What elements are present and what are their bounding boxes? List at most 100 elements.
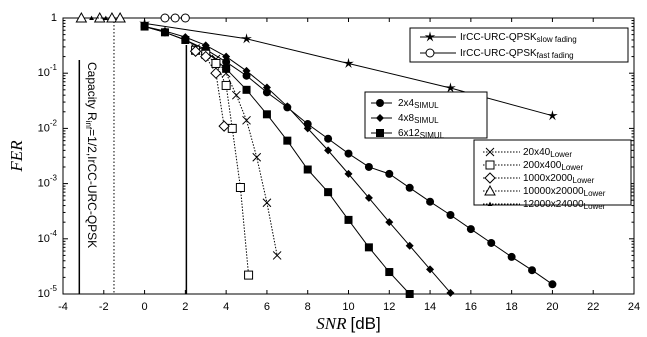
legend-subscript: SIMUL [414,116,439,125]
marker-x [485,147,495,157]
series-line [195,50,225,127]
marker-circle [528,266,537,275]
legend-name: 10000x20000 [523,186,584,197]
marker-square [376,129,384,137]
x-tick-label: 24 [628,301,640,313]
marker-x [262,198,272,208]
y-tick-exponent: -4 [50,229,58,238]
marker-triangle [487,201,493,206]
marker-square [222,64,231,73]
y-tick-label: 1 [51,12,57,24]
marker-diamond-open [210,67,222,79]
marker-triangle-open [93,11,106,23]
marker-square [160,28,169,37]
y-tick-label: 10-1 [38,63,58,79]
marker-x [272,251,282,260]
marker-square [303,165,312,174]
y-tick-base: 10 [38,288,50,300]
marker-triangle [103,15,109,20]
marker-square [242,85,251,94]
marker-square [364,243,373,252]
x-tick-label: 20 [546,301,558,313]
marker-diamond [364,193,373,202]
marker-triangle-open [484,184,496,196]
marker-star [424,31,436,42]
marker-diamond [324,146,333,155]
marker-circle [548,280,557,289]
legend-name: 2x4 [398,98,415,109]
legend-label: 20x40Lower [523,147,572,159]
y-tick-base: 10 [38,67,50,79]
x-axis-label: SNR [dB] [316,314,380,334]
y-tick-exponent: -2 [50,119,58,128]
marker-square [385,268,394,277]
marker-square [262,110,271,119]
x-tick-label: 16 [465,301,477,313]
legend-box [364,91,488,139]
marker-circle [222,57,231,66]
marker-x [242,115,251,125]
y-tick-base: 10 [38,122,50,134]
marker-diamond [222,52,231,61]
marker-diamond [405,241,414,250]
y-tick-exponent: -5 [50,284,58,293]
legend-subscript: slow fading [537,35,577,44]
marker-square-open [211,58,221,68]
x-tick-label: 6 [264,301,270,313]
legend-subscript: SIMUL [414,101,439,110]
marker-circle [376,99,384,107]
marker-square [140,22,149,31]
marker-square [405,290,414,298]
legend-name: 12000x24000 [523,199,584,210]
capacity-annotation: Capacity Rinf=1/2,IrCC-URC-QPSK [84,62,99,248]
annotation-sub: inf [84,121,93,130]
y-tick-label: 10-3 [38,174,58,190]
marker-star [343,57,354,69]
marker-circle [507,252,516,261]
legend-subscript: Lower [584,189,606,198]
marker-triangle-open [75,11,88,23]
y-axis-label: FER [7,140,26,173]
marker-circle [262,88,271,97]
marker-diamond-open [200,50,212,63]
x-tick-label: 12 [383,301,395,313]
marker-star [241,33,252,44]
x-tick-label: 14 [424,301,436,313]
marker-square [324,188,333,197]
marker-circle [385,169,394,178]
marker-star [445,82,456,93]
marker-diamond [262,83,271,92]
annotation-rest: =1/2,IrCC-URC-QPSK [85,129,99,248]
legend-label: 1000x2000Lower [523,173,595,185]
x-tick-label: -4 [58,301,68,313]
marker-diamond [344,169,353,178]
legend-label: 6x12SIMUL [398,128,445,140]
legend-name: 20x40 [523,147,551,158]
marker-square [344,215,353,224]
series-line [144,26,451,294]
legend-label: 12000x24000Lower [523,199,606,211]
y-tick-exponent: -3 [50,174,58,183]
legend-subscript: SIMUL [420,131,445,140]
legend-name: IrCC-URC-QPSK [460,32,537,43]
marker-circle [426,197,435,206]
marker-triangle-open [114,11,126,23]
legend-label: 200x400Lower [523,160,584,172]
legend-subscript: Lower [573,176,595,185]
legend-label: 10000x20000Lower [523,186,606,198]
y-tick-label: 10-2 [38,119,58,135]
legend-name: 1000x2000 [523,173,573,184]
x-tick-label: 22 [587,301,599,313]
marker-circle [324,134,333,143]
x-axis-label-unit: [dB] [350,314,380,333]
x-tick-label: 18 [506,301,518,313]
x-axis-label-main: SNR [316,314,347,333]
legend-label: 4x8SIMUL [398,113,439,125]
marker-circle [487,238,496,247]
legend-label: IrCC-URC-QPSKfast fading [460,48,574,60]
legend-name: 200x400 [523,160,562,171]
marker-circle-open [425,48,435,58]
marker-square [181,35,190,44]
marker-diamond-open [218,120,230,132]
marker-diamond [376,114,384,122]
